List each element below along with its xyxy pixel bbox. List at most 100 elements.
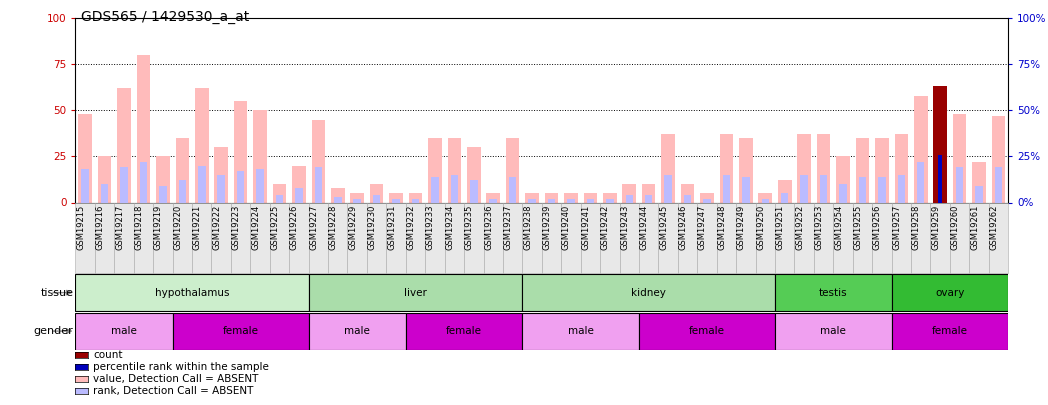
Bar bbox=[774, 202, 794, 273]
Text: GSM19223: GSM19223 bbox=[232, 205, 241, 250]
Text: GSM19224: GSM19224 bbox=[252, 205, 260, 250]
Bar bbox=[798, 134, 811, 202]
Text: GSM19219: GSM19219 bbox=[154, 205, 162, 250]
Bar bbox=[623, 184, 636, 202]
Bar bbox=[816, 134, 830, 202]
Bar bbox=[276, 195, 283, 202]
Bar bbox=[953, 114, 966, 202]
Bar bbox=[664, 175, 672, 202]
Bar bbox=[601, 202, 619, 273]
Bar bbox=[406, 202, 425, 273]
Text: rank, Detection Call = ABSENT: rank, Detection Call = ABSENT bbox=[93, 386, 254, 396]
Text: male: male bbox=[568, 326, 593, 336]
Bar bbox=[781, 193, 788, 202]
Bar bbox=[250, 202, 269, 273]
Bar bbox=[717, 202, 736, 273]
Text: GSM19233: GSM19233 bbox=[425, 205, 435, 250]
Bar bbox=[237, 171, 244, 202]
Text: GSM19243: GSM19243 bbox=[620, 205, 629, 250]
Bar bbox=[257, 169, 264, 202]
Bar bbox=[159, 186, 167, 202]
Bar bbox=[956, 168, 963, 202]
Text: GSM19253: GSM19253 bbox=[814, 205, 824, 250]
Bar bbox=[308, 274, 522, 311]
Bar bbox=[406, 313, 522, 350]
Bar bbox=[121, 168, 128, 202]
Bar bbox=[914, 96, 927, 202]
Bar bbox=[95, 202, 114, 273]
Bar bbox=[314, 168, 322, 202]
Bar bbox=[759, 193, 772, 202]
Bar bbox=[548, 199, 555, 202]
Bar bbox=[542, 202, 562, 273]
Text: GSM19237: GSM19237 bbox=[504, 205, 512, 250]
Text: GSM19218: GSM19218 bbox=[134, 205, 144, 250]
Bar bbox=[75, 274, 308, 311]
Bar bbox=[367, 202, 387, 273]
Bar bbox=[331, 188, 345, 202]
Text: male: male bbox=[111, 326, 137, 336]
Text: GSM19251: GSM19251 bbox=[776, 205, 785, 250]
Bar bbox=[308, 202, 328, 273]
Text: female: female bbox=[222, 326, 259, 336]
Text: GSM19262: GSM19262 bbox=[989, 205, 999, 250]
Bar bbox=[988, 202, 1008, 273]
Text: GSM19250: GSM19250 bbox=[757, 205, 765, 250]
Text: GSM19236: GSM19236 bbox=[484, 205, 494, 250]
Text: GSM19260: GSM19260 bbox=[951, 205, 960, 250]
Bar bbox=[639, 313, 774, 350]
Bar bbox=[353, 199, 361, 202]
Bar bbox=[373, 195, 380, 202]
Text: female: female bbox=[932, 326, 968, 336]
Text: GSM19258: GSM19258 bbox=[912, 205, 921, 250]
Bar bbox=[756, 202, 774, 273]
Bar bbox=[892, 313, 1008, 350]
Bar bbox=[483, 202, 503, 273]
Bar bbox=[528, 199, 536, 202]
Bar bbox=[289, 202, 308, 273]
Text: GSM19220: GSM19220 bbox=[173, 205, 182, 250]
Bar bbox=[156, 156, 170, 202]
Bar bbox=[774, 313, 892, 350]
Bar bbox=[639, 202, 658, 273]
Bar bbox=[350, 193, 364, 202]
Bar bbox=[681, 184, 695, 202]
Bar bbox=[392, 199, 400, 202]
Bar bbox=[934, 86, 947, 202]
Bar bbox=[506, 138, 520, 202]
Text: GSM19217: GSM19217 bbox=[115, 205, 124, 250]
Bar bbox=[75, 202, 95, 273]
Bar bbox=[720, 134, 734, 202]
Text: GSM19246: GSM19246 bbox=[678, 205, 687, 250]
Text: GSM19221: GSM19221 bbox=[193, 205, 202, 250]
Bar bbox=[334, 197, 342, 202]
Text: GSM19257: GSM19257 bbox=[892, 205, 901, 250]
Text: GSM19226: GSM19226 bbox=[290, 205, 299, 250]
Bar bbox=[937, 158, 944, 202]
Text: GSM19225: GSM19225 bbox=[270, 205, 280, 250]
Bar bbox=[878, 177, 886, 202]
Bar bbox=[934, 86, 947, 202]
Text: GSM19259: GSM19259 bbox=[932, 205, 940, 250]
Bar bbox=[917, 162, 924, 202]
Bar bbox=[641, 184, 655, 202]
Bar bbox=[774, 274, 892, 311]
Text: GSM19230: GSM19230 bbox=[368, 205, 376, 250]
Bar bbox=[75, 313, 173, 350]
Bar bbox=[991, 116, 1005, 202]
Bar bbox=[509, 177, 517, 202]
Bar bbox=[489, 199, 497, 202]
Bar bbox=[895, 134, 909, 202]
Bar bbox=[215, 147, 228, 202]
Bar bbox=[114, 202, 134, 273]
Bar bbox=[658, 202, 678, 273]
Bar bbox=[370, 184, 384, 202]
Bar bbox=[425, 202, 444, 273]
Bar bbox=[581, 202, 601, 273]
Bar bbox=[562, 202, 581, 273]
Bar bbox=[451, 175, 458, 202]
Bar bbox=[173, 313, 308, 350]
Bar bbox=[192, 202, 212, 273]
Text: ovary: ovary bbox=[935, 288, 964, 298]
Bar bbox=[645, 195, 653, 202]
